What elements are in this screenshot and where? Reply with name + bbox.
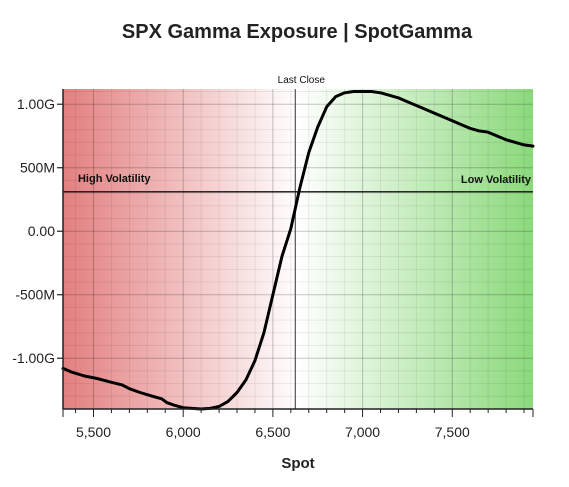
y-tick-label: 1.00G	[17, 96, 55, 112]
x-tick-label: 6,000	[166, 424, 201, 440]
series-layer	[61, 90, 535, 411]
plot-background	[63, 89, 533, 409]
tick-labels: 1.00G 500M 0.00 -500M -1.00G 5,500 6,000 6,500 7…	[12, 96, 470, 440]
x-tick-label: 7,500	[435, 424, 470, 440]
x-tick-label: 6,500	[255, 424, 290, 440]
annotations: Last Close Low Volatility High Volatility	[78, 75, 532, 186]
axes	[57, 89, 534, 417]
chart-title: SPX Gamma Exposure | SpotGamma	[122, 21, 473, 43]
x-tick-label: 7,000	[345, 424, 380, 440]
x-tick-label: 5,500	[76, 424, 111, 440]
grid-lines	[63, 89, 533, 409]
last-close-label: Last Close	[278, 75, 326, 86]
y-tick-label: 0.00	[28, 223, 55, 239]
high-volatility-label: High Volatility	[78, 173, 151, 185]
low-volatility-label: Low Volatility	[461, 174, 532, 186]
y-tick-label: 500M	[20, 160, 55, 176]
y-tick-label: -1.00G	[12, 350, 55, 366]
gamma-series-line	[61, 90, 535, 411]
x-axis-title: Spot	[281, 455, 314, 472]
y-tick-label: -500M	[15, 287, 55, 303]
